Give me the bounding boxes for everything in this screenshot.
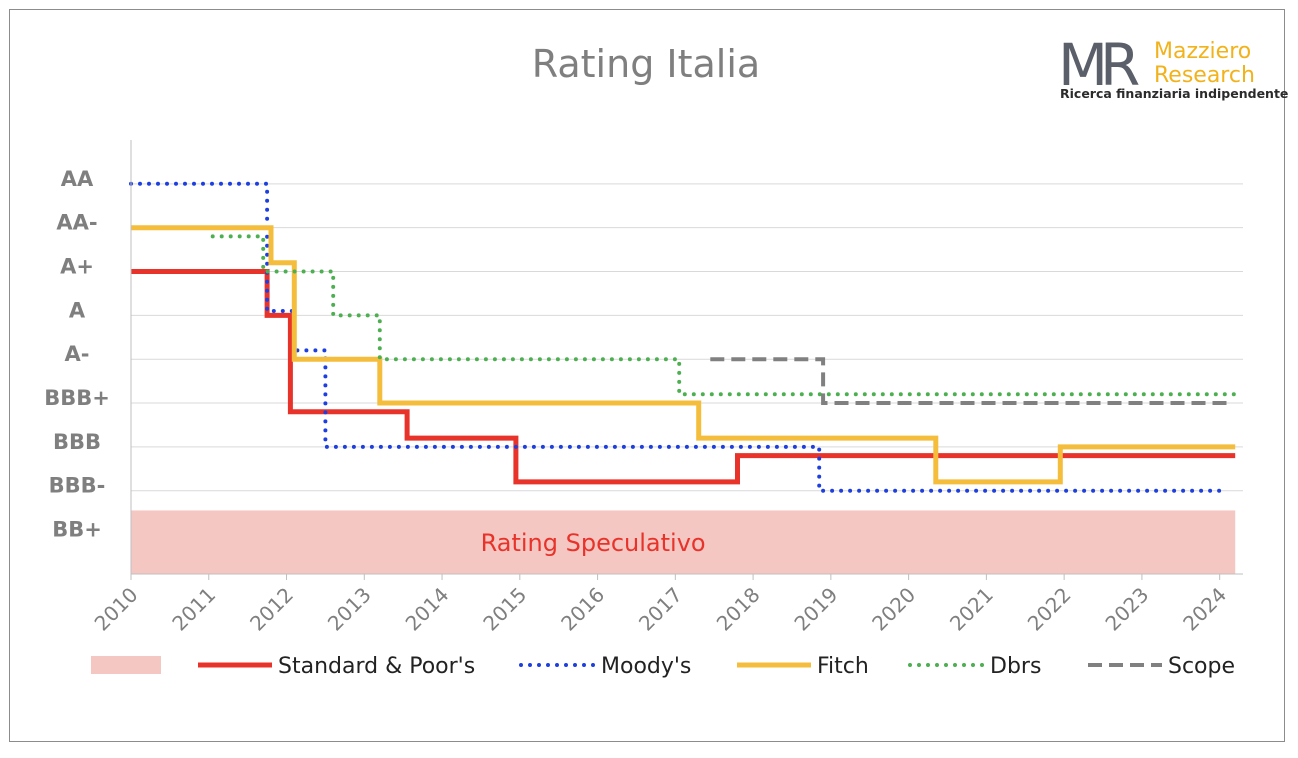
axes	[130, 140, 1243, 580]
series-group	[129, 181, 1238, 493]
logo: MR Mazziero Research Ricerca finanziaria…	[1058, 31, 1288, 101]
y-tick-label: AA-	[56, 211, 97, 235]
series-line-fitch	[131, 225, 1236, 485]
y-tick-label: A-	[65, 342, 90, 366]
x-tick-label: 2022	[1023, 583, 1076, 636]
y-tick-label: A	[69, 298, 86, 322]
speculative-band-rect	[131, 510, 1236, 574]
series-line-scope	[710, 357, 1228, 405]
x-tick-label: 2013	[323, 583, 376, 636]
y-tick-label: AA	[61, 167, 94, 191]
legend-label: Fitch	[817, 654, 869, 679]
legend: Standard & Poor's Moody's Fitch Dbrs Scope	[91, 654, 1235, 679]
logo-mark: MR	[1058, 31, 1139, 99]
x-tick-label: 2010	[90, 583, 143, 636]
x-tick-label: 2021	[945, 583, 998, 636]
logo-name-line1: Mazziero	[1154, 39, 1251, 64]
chart-title: Rating Italia	[532, 42, 760, 86]
x-tick-label: 2012	[245, 583, 298, 636]
logo-name-line2: Research	[1154, 63, 1255, 88]
x-tick-label: 2016	[556, 583, 609, 636]
legend-label: Scope	[1168, 654, 1235, 679]
logo-tagline: Ricerca finanziaria indipendente	[1060, 86, 1288, 101]
x-tick-label: 2018	[712, 583, 765, 636]
speculative-band: Rating Speculativo	[131, 510, 1236, 574]
x-tick-label: 2011	[167, 583, 220, 636]
y-tick-label: BB+	[52, 518, 102, 542]
legend-label: Moody's	[601, 654, 691, 679]
y-tick-label: A+	[60, 255, 94, 279]
chart-frame	[9, 9, 1285, 742]
y-tick-label: BBB-	[49, 474, 106, 498]
legend-label: Standard & Poor's	[278, 654, 475, 679]
x-tick-label: 2014	[401, 583, 454, 636]
y-tick-label: BBB+	[44, 386, 110, 410]
x-tick-labels: 2010 2011 2012 2013 2014 2015 2016 2017 2018 2019…	[90, 583, 1232, 636]
x-tick-label: 2017	[634, 583, 687, 636]
speculative-band-label: Rating Speculativo	[481, 529, 706, 557]
series-line-moody-s	[129, 181, 1230, 493]
y-tick-label: BBB	[53, 430, 101, 454]
x-tick-label: 2019	[789, 583, 842, 636]
x-tick-label: 2023	[1100, 583, 1153, 636]
x-tick-label: 2024	[1178, 583, 1231, 636]
legend-label: Dbrs	[990, 654, 1041, 679]
x-tick-label: 2020	[867, 583, 920, 636]
legend-swatch-band	[91, 656, 161, 674]
x-tick-label: 2015	[478, 583, 531, 636]
